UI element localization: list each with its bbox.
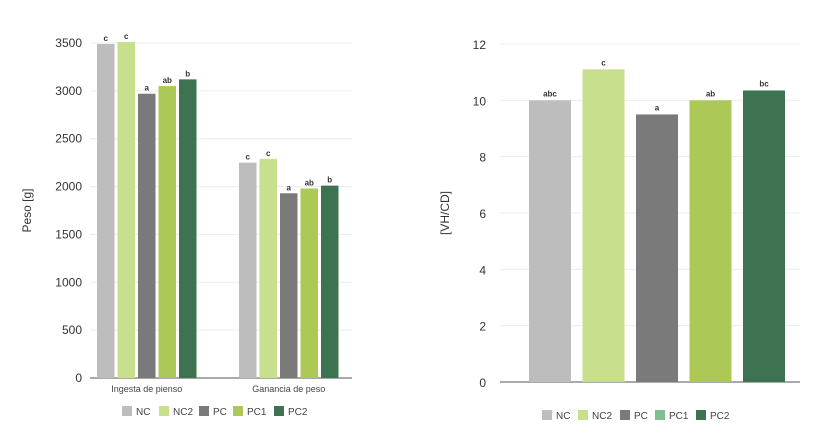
left-bar-data-label: b [185,69,190,78]
left-chart-weight: 0 500 1000 1500 2000 2500 3000 3500 Peso [g] c c a a… [20,32,352,418]
left-legend-swatch-pc2 [274,406,284,416]
left-legend-label-pc1: PC1 [247,407,267,418]
left-bar-pc1 [158,86,176,379]
left-bar-data-label: a [287,183,292,192]
left-bar-data-label: b [327,176,332,185]
left-y-tick-label: 1500 [55,227,82,241]
left-bar-data-label: ab [305,178,314,187]
left-category-label: Ganancia de peso [252,384,325,394]
left-bar-pc2 [321,185,339,378]
right-bar-pc1 [689,100,732,382]
right-legend-swatch-nc [542,410,552,420]
left-legend-swatch-nc [122,406,132,416]
left-bar-data-label: c [104,34,109,43]
right-legend-label-pc2: PC2 [710,411,730,422]
right-y-tick-label: 8 [479,151,486,165]
right-legend-label-nc2: NC2 [592,411,612,422]
right-bar-data-label: abc [543,89,557,98]
left-bar-data-label: ab [163,76,172,85]
right-legend-swatch-pc2 [696,410,706,420]
left-legend-swatch-pc1 [233,406,243,416]
left-bar-pc1 [300,188,318,378]
left-bar-pc [138,93,156,378]
right-y-axis-label: [VH/CD] [438,191,452,235]
right-chart-vh-cd: 0 2 4 6 8 10 12 [VH/CD] abc c a ab bc NC NC2 PC PC1 PC2 [438,38,800,422]
left-y-axis-label: Peso [g] [20,188,34,232]
right-legend-label-nc: NC [556,411,570,422]
right-y-tick-label: 0 [479,376,486,390]
right-bar-data-label: bc [759,79,769,88]
right-bar-nc2 [582,69,625,382]
right-y-tick-label: 6 [479,207,486,221]
left-y-tick-label: 2000 [55,180,82,194]
right-legend-swatch-pc1 [655,410,665,420]
right-bar-data-label: c [601,58,606,67]
left-bar-nc [239,162,257,378]
left-bar-nc2 [117,42,135,379]
left-legend-label-pc2: PC2 [288,407,308,418]
right-y-tick-label: 10 [473,94,487,108]
left-y-tick-label: 3000 [55,84,82,98]
right-bar-pc2 [743,90,785,382]
left-bar-data-label: c [266,149,271,158]
left-legend-label-nc: NC [136,407,150,418]
left-y-tick-label: 1000 [55,275,82,289]
left-bar-data-label: a [145,84,150,93]
left-y-tick-label: 0 [75,371,82,385]
left-bar-nc2 [259,158,277,378]
left-y-tick-label: 500 [62,323,82,337]
left-bar-data-label: c [124,32,129,41]
right-legend-label-pc1: PC1 [669,411,689,422]
left-bar-data-label: c [246,153,251,162]
right-bar-data-label: ab [706,89,715,98]
left-legend-label-pc: PC [213,407,227,418]
right-bar-pc [636,114,678,383]
right-y-tick-label: 2 [479,320,486,334]
left-y-tick-label: 3500 [55,36,82,50]
right-y-tick-label: 12 [473,38,487,52]
left-bar-pc2 [179,79,197,378]
left-category-label: Ingesta de pienso [111,384,182,394]
left-y-tick-label: 2500 [55,132,82,146]
left-legend-swatch-nc2 [159,406,169,416]
left-bar-nc [97,43,115,378]
right-bar-data-label: a [655,103,660,112]
right-legend-swatch-pc [620,410,630,420]
left-legend-label-nc2: NC2 [173,407,193,418]
left-legend-swatch-pc [199,406,209,416]
left-bar-pc [280,193,298,378]
right-y-tick-label: 4 [479,263,486,277]
right-legend-swatch-nc2 [578,410,588,420]
right-bar-nc [529,100,571,382]
right-legend-label-pc: PC [634,411,648,422]
